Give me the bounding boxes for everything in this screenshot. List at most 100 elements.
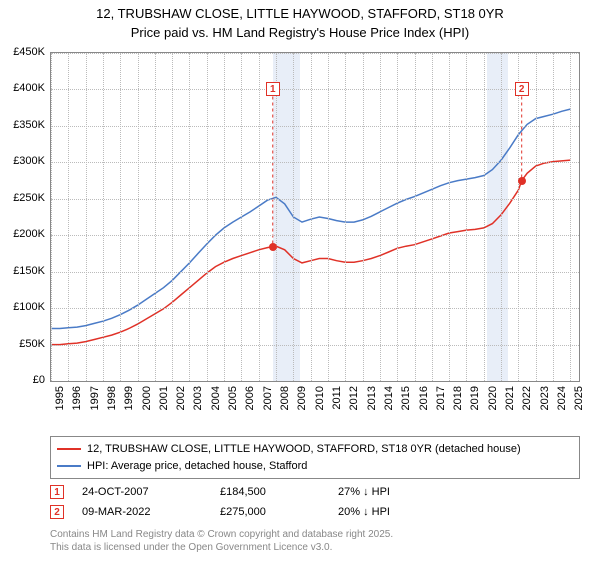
footer-line-1: Contains HM Land Registry data © Crown c… [50,528,580,541]
sale-delta: 27% ↓ HPI [338,486,448,498]
y-tick-label: £450K [1,46,45,58]
x-tick-label: 2003 [192,386,204,410]
x-tick-label: 2002 [175,386,187,410]
sales-table: 1 24-OCT-2007 £184,500 27% ↓ HPI 2 09-MAR-202… [50,482,580,522]
sale-marker-sm: 1 [50,485,64,499]
x-tick-label: 2021 [504,386,516,410]
legend-item: HPI: Average price, detached house, Staf… [57,458,573,475]
x-tick-label: 2019 [469,386,481,410]
grid-line-v [68,53,69,381]
chart-title: 12, TRUBSHAW CLOSE, LITTLE HAYWOOD, STAF… [0,6,600,23]
x-tick-label: 2012 [348,386,360,410]
grid-line-v [103,53,104,381]
grid-line-h [51,272,579,273]
grid-line-v [466,53,467,381]
x-tick-label: 1997 [89,386,101,410]
x-tick-label: 1995 [54,386,66,410]
y-tick-label: £300K [1,155,45,167]
legend: 12, TRUBSHAW CLOSE, LITTLE HAYWOOD, STAF… [50,436,580,479]
grid-line-v [501,53,502,381]
legend-swatch [57,465,81,467]
grid-line-v [293,53,294,381]
grid-line-v [449,53,450,381]
x-tick-label: 2010 [314,386,326,410]
sale-price: £275,000 [220,506,320,518]
sale-dot [518,177,526,185]
grid-line-v [363,53,364,381]
sale-date: 09-MAR-2022 [82,506,202,518]
footer-attribution: Contains HM Land Registry data © Crown c… [50,528,580,554]
grid-line-v [138,53,139,381]
x-tick-label: 2018 [452,386,464,410]
x-tick-label: 2016 [418,386,430,410]
grid-line-h [51,126,579,127]
x-tick-label: 2001 [158,386,170,410]
sale-date: 24-OCT-2007 [82,486,202,498]
y-tick-label: £100K [1,301,45,313]
grid-line-v [189,53,190,381]
grid-line-h [51,53,579,54]
sale-delta: 20% ↓ HPI [338,506,448,518]
chart-subtitle: Price paid vs. HM Land Registry's House … [0,25,600,40]
grid-line-v [276,53,277,381]
grid-line-v [241,53,242,381]
x-tick-label: 2022 [521,386,533,410]
footer-line-2: This data is licensed under the Open Gov… [50,541,580,554]
x-tick-label: 2023 [539,386,551,410]
y-tick-label: £150K [1,265,45,277]
grid-line-v [415,53,416,381]
sale-marker: 2 [515,82,529,96]
x-tick-label: 2020 [487,386,499,410]
legend-label: HPI: Average price, detached house, Staf… [87,458,307,475]
x-tick-label: 2014 [383,386,395,410]
x-tick-label: 1998 [106,386,118,410]
grid-line-v [120,53,121,381]
y-tick-label: £0 [1,374,45,386]
x-tick-label: 2025 [573,386,585,410]
grid-line-v [432,53,433,381]
x-tick-label: 1996 [71,386,83,410]
grid-line-v [536,53,537,381]
grid-line-v [224,53,225,381]
grid-line-v [397,53,398,381]
grid-line-v [86,53,87,381]
x-tick-label: 2007 [262,386,274,410]
y-tick-label: £400K [1,82,45,94]
sale-price: £184,500 [220,486,320,498]
x-tick-label: 2009 [296,386,308,410]
x-tick-label: 1999 [123,386,135,410]
chart-container: 12, TRUBSHAW CLOSE, LITTLE HAYWOOD, STAF… [0,6,600,566]
sale-marker-sm: 2 [50,505,64,519]
legend-item: 12, TRUBSHAW CLOSE, LITTLE HAYWOOD, STAF… [57,441,573,458]
y-tick-label: £50K [1,338,45,350]
y-tick-label: £250K [1,192,45,204]
grid-line-v [155,53,156,381]
grid-line-h [51,345,579,346]
grid-line-h [51,199,579,200]
x-tick-label: 2017 [435,386,447,410]
grid-line-v [518,53,519,381]
x-tick-label: 2011 [331,386,343,410]
grid-line-v [311,53,312,381]
grid-line-v [380,53,381,381]
grid-line-h [51,89,579,90]
legend-swatch [57,448,81,450]
x-tick-label: 2006 [244,386,256,410]
grid-line-v [484,53,485,381]
y-tick-label: £200K [1,228,45,240]
x-tick-label: 2004 [210,386,222,410]
x-tick-label: 2013 [366,386,378,410]
grid-line-h [51,235,579,236]
grid-line-v [51,53,52,381]
y-tick-label: £350K [1,119,45,131]
grid-line-v [207,53,208,381]
grid-line-v [328,53,329,381]
sale-dot [269,243,277,251]
plot-area: 12 [50,52,580,382]
x-tick-label: 2000 [141,386,153,410]
x-tick-label: 2005 [227,386,239,410]
grid-line-v [553,53,554,381]
grid-line-v [259,53,260,381]
sale-marker: 1 [266,82,280,96]
x-tick-label: 2024 [556,386,568,410]
